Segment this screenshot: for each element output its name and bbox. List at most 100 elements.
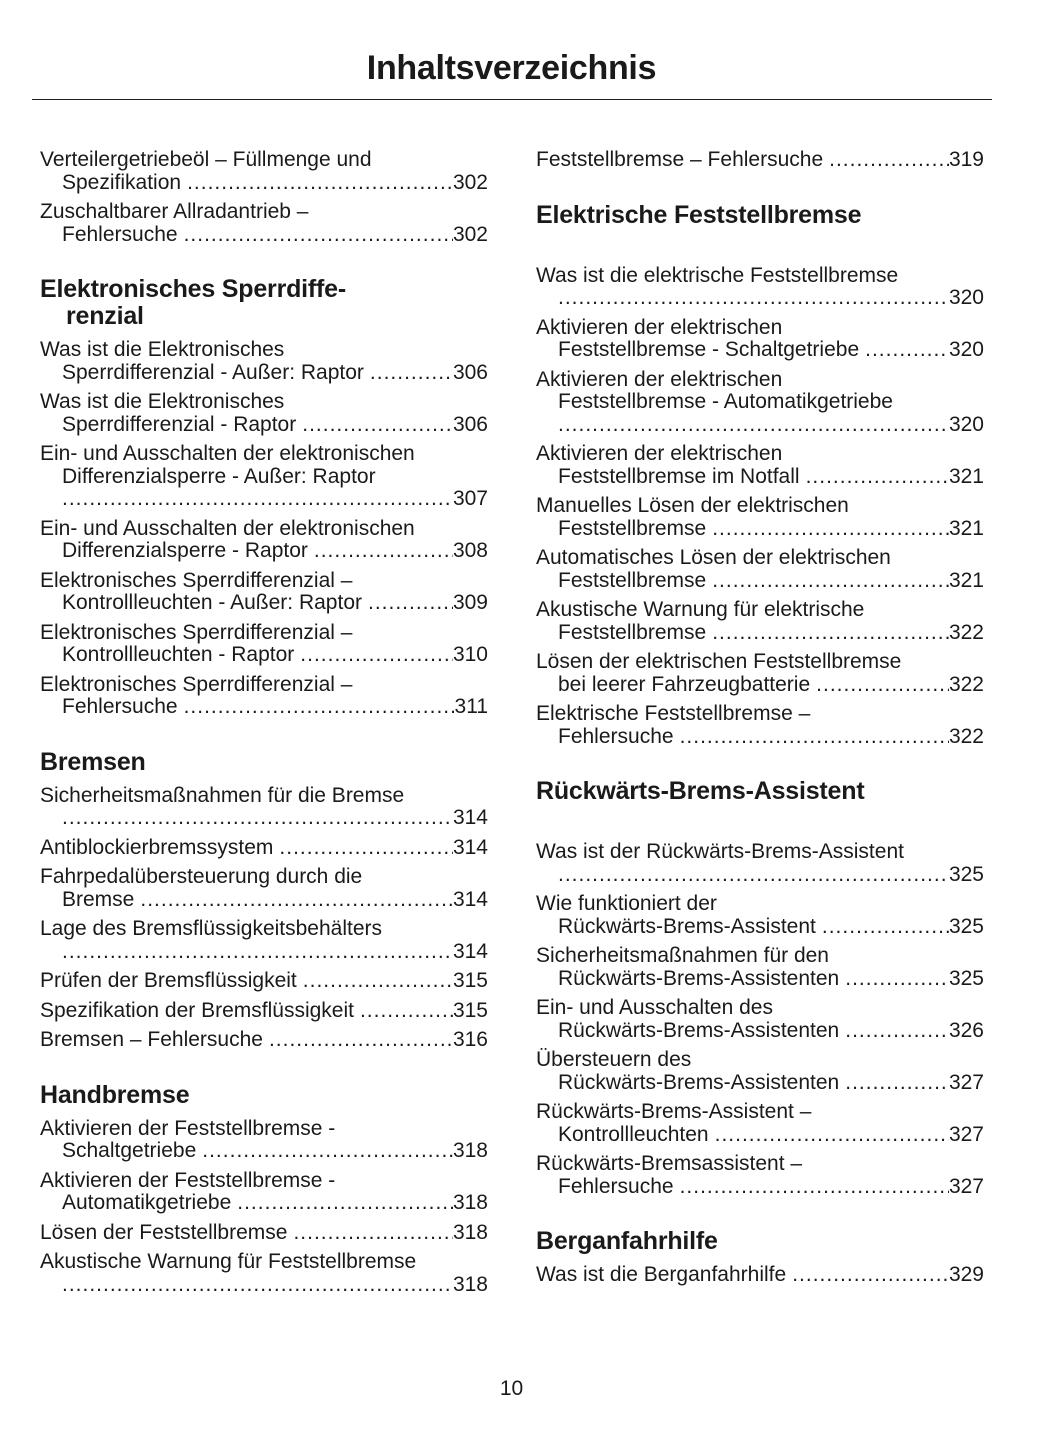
entry-last-line: Rückwärts-Brems-Assistenten 326 (536, 1018, 984, 1043)
dot-leader (62, 807, 453, 830)
toc-entry[interactable]: Prüfen der Bremsflüssigkeit 315 (40, 969, 488, 993)
entry-text: Feststellbremse im Notfall (558, 464, 800, 488)
entry-page-number[interactable]: 309 (452, 591, 488, 614)
entry-last-line: Feststellbremse - Schaltgetriebe 320 (536, 338, 984, 362)
toc-entry[interactable]: Übersteuern des Rückwärts-Brems-Assistent… (536, 1048, 984, 1095)
toc-entry[interactable]: Elektronisches Sperrdifferenzial – Fehler… (40, 673, 488, 719)
toc-entry[interactable]: Aktivieren der elektrischen Feststellbrem… (536, 442, 984, 489)
toc-entry[interactable]: Lösen der elektrischen Feststellbremse be… (536, 650, 984, 696)
toc-entry[interactable]: Spezifikation der Bremsflüssigkeit 315 (40, 998, 488, 1023)
toc-entry[interactable]: Rückwärts-Bremsassistent –Fehlersuche 327 (536, 1152, 984, 1198)
entry-page-number[interactable]: 327 (948, 1122, 984, 1146)
entry-page-number[interactable]: 322 (948, 672, 984, 696)
entry-page-number[interactable]: 314 (452, 835, 488, 859)
entry-page-number[interactable]: 320 (948, 412, 984, 436)
toc-entry[interactable]: Ein- und Ausschalten des Rückwärts-Brems-… (536, 996, 984, 1043)
toc-entry[interactable]: Antiblockierbremssystem 314 (40, 835, 488, 860)
dot-leader (184, 224, 453, 247)
entry-page-number[interactable]: 325 (948, 966, 984, 990)
entry-page-number[interactable]: 315 (452, 969, 488, 992)
entry-page-number[interactable]: 322 (948, 620, 984, 644)
entry-text: Rückwärts-Brems-Assistent (558, 914, 816, 938)
entry-last-line: Feststellbremse im Notfall 321 (536, 464, 984, 489)
toc-entry[interactable]: Wie funktioniert der Rückwärts-Brems-Assi… (536, 892, 984, 938)
entry-text: Differenzialsperre - Raptor (62, 539, 308, 562)
toc-entry[interactable]: Elektronisches Sperrdifferenzial – Kontro… (40, 568, 488, 615)
entry-page-number[interactable]: 327 (948, 1174, 984, 1198)
toc-entry[interactable]: Was ist die Elektronisches Sperrdifferenz… (40, 390, 488, 437)
entry-page-number[interactable]: 329 (948, 1263, 984, 1286)
entry-page-number[interactable]: 321 (948, 516, 984, 540)
entry-page-number[interactable]: 314 (452, 887, 488, 911)
entry-text-line: Elektronisches Sperrdifferenzial – (40, 568, 353, 592)
entry-page-number[interactable]: 307 (452, 487, 488, 510)
entry-page-number[interactable]: 306 (452, 412, 488, 436)
entry-page-number[interactable]: 308 (452, 539, 488, 562)
entry-page-number[interactable]: 325 (948, 862, 984, 886)
section-heading: Handbremse (40, 1081, 488, 1109)
toc-entry[interactable]: Zuschaltbarer Allradantrieb – Fehlersuche… (40, 200, 488, 247)
toc-entry[interactable]: Sicherheitsmaßnahmen für den Rückwärts-Br… (536, 944, 984, 990)
title-divider (32, 99, 992, 100)
toc-entry[interactable]: Verteilergetriebeöl – Füllmenge und Spezi… (40, 148, 488, 195)
entry-page-number[interactable]: 318 (452, 1191, 488, 1214)
toc-entry[interactable]: Aktivieren der Feststellbremse - Schaltge… (40, 1117, 488, 1163)
toc-entry[interactable]: Rückwärts-Brems-Assistent – Kontrollleuch… (536, 1100, 984, 1146)
toc-entry[interactable]: Lösen der Feststellbremse 318 (40, 1220, 488, 1245)
entry-page-number[interactable]: 318 (452, 1272, 488, 1296)
toc-entry[interactable]: Akustische Warnung für elektrische Festst… (536, 598, 984, 644)
toc-entry[interactable]: Was ist die Berganfahrhilfe 329 (536, 1263, 984, 1287)
entry-last-line: Was ist die Berganfahrhilfe 329 (536, 1263, 984, 1287)
entry-page-number[interactable]: 310 (452, 643, 488, 666)
entry-page-number[interactable]: 302 (452, 222, 488, 246)
dot-leader (845, 1072, 949, 1095)
toc-entry[interactable]: Akustische Warnung für Feststellbremse 31… (40, 1250, 488, 1296)
entry-page-number[interactable]: 311 (454, 695, 488, 718)
entry-page-number[interactable]: 318 (452, 1220, 488, 1244)
toc-entry[interactable]: Elektronisches Sperrdifferenzial – Kontro… (40, 621, 488, 667)
dot-leader (300, 644, 453, 667)
entry-page-number[interactable]: 320 (948, 286, 984, 309)
entry-last-line: 320 (536, 412, 984, 437)
entry-page-number[interactable]: 318 (452, 1139, 488, 1162)
toc-entry[interactable]: Was ist die Elektronisches Sperrdifferenz… (40, 338, 488, 384)
entry-text: Sperrdifferenzial - Außer: Raptor (62, 360, 364, 384)
toc-entry[interactable]: Was ist der Rückwärts-Brems-Assistent 325 (536, 840, 984, 886)
dot-leader (187, 172, 453, 195)
entry-page-number[interactable]: 319 (948, 148, 984, 171)
entry-last-line: Bremse 314 (40, 887, 488, 912)
entry-page-number[interactable]: 306 (452, 360, 488, 384)
entry-page-number[interactable]: 321 (948, 568, 984, 592)
entry-page-number[interactable]: 320 (948, 338, 984, 361)
toc-entry[interactable]: Lage des Bremsflüssigkeitsbehälters 314 (40, 917, 488, 963)
entry-page-number[interactable]: 302 (452, 170, 488, 194)
toc-entry[interactable]: Manuelles Lösen der elektrischen Feststel… (536, 494, 984, 540)
toc-entry[interactable]: Ein- und Ausschalten der elektronischen D… (40, 442, 488, 511)
toc-entry[interactable]: Sicherheitsmaßnahmen für die Bremse 314 (40, 784, 488, 830)
entry-page-number[interactable]: 316 (452, 1028, 488, 1051)
entry-text: Bremse (62, 887, 135, 911)
toc-column-right: Feststellbremse – Fehlersuche 319 Elektris… (536, 148, 984, 1287)
toc-entry[interactable]: Aktivieren der elektrischen Feststellbrem… (536, 368, 984, 437)
entry-page-number[interactable]: 321 (948, 464, 984, 488)
entry-text: Fehlersuche (62, 695, 178, 718)
toc-entry[interactable]: Automatisches Lösen der elektrischen Fest… (536, 546, 984, 592)
toc-entry[interactable]: Feststellbremse – Fehlersuche 319 (536, 148, 984, 172)
entry-page-number[interactable]: 322 (948, 724, 984, 748)
toc-entry[interactable]: Was ist die elektrische Feststellbremse 3… (536, 264, 984, 310)
toc-entry[interactable]: Bremsen – Fehlersuche 316 (40, 1028, 488, 1052)
dot-leader (302, 414, 453, 437)
entry-page-number[interactable]: 315 (452, 998, 488, 1022)
entry-page-number[interactable]: 314 (452, 806, 488, 829)
entry-page-number[interactable]: 325 (948, 914, 984, 938)
entry-last-line: Fehlersuche 311 (40, 695, 488, 719)
toc-entry[interactable]: Ein- und Ausschalten der elektronischen D… (40, 517, 488, 563)
entry-page-number[interactable]: 326 (948, 1018, 984, 1042)
entry-text: Rückwärts-Brems-Assistenten (558, 1018, 840, 1042)
toc-entry[interactable]: Elektrische Feststellbremse – Fehlersuche… (536, 702, 984, 748)
toc-entry[interactable]: Aktivieren der elektrischen Feststellbrem… (536, 316, 984, 362)
entry-page-number[interactable]: 327 (948, 1070, 984, 1094)
entry-page-number[interactable]: 314 (452, 939, 488, 963)
toc-entry[interactable]: Aktivieren der Feststellbremse - Automati… (40, 1169, 488, 1215)
